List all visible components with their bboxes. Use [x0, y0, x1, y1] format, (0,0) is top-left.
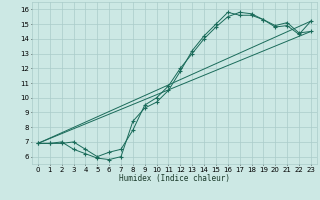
X-axis label: Humidex (Indice chaleur): Humidex (Indice chaleur)	[119, 174, 230, 183]
